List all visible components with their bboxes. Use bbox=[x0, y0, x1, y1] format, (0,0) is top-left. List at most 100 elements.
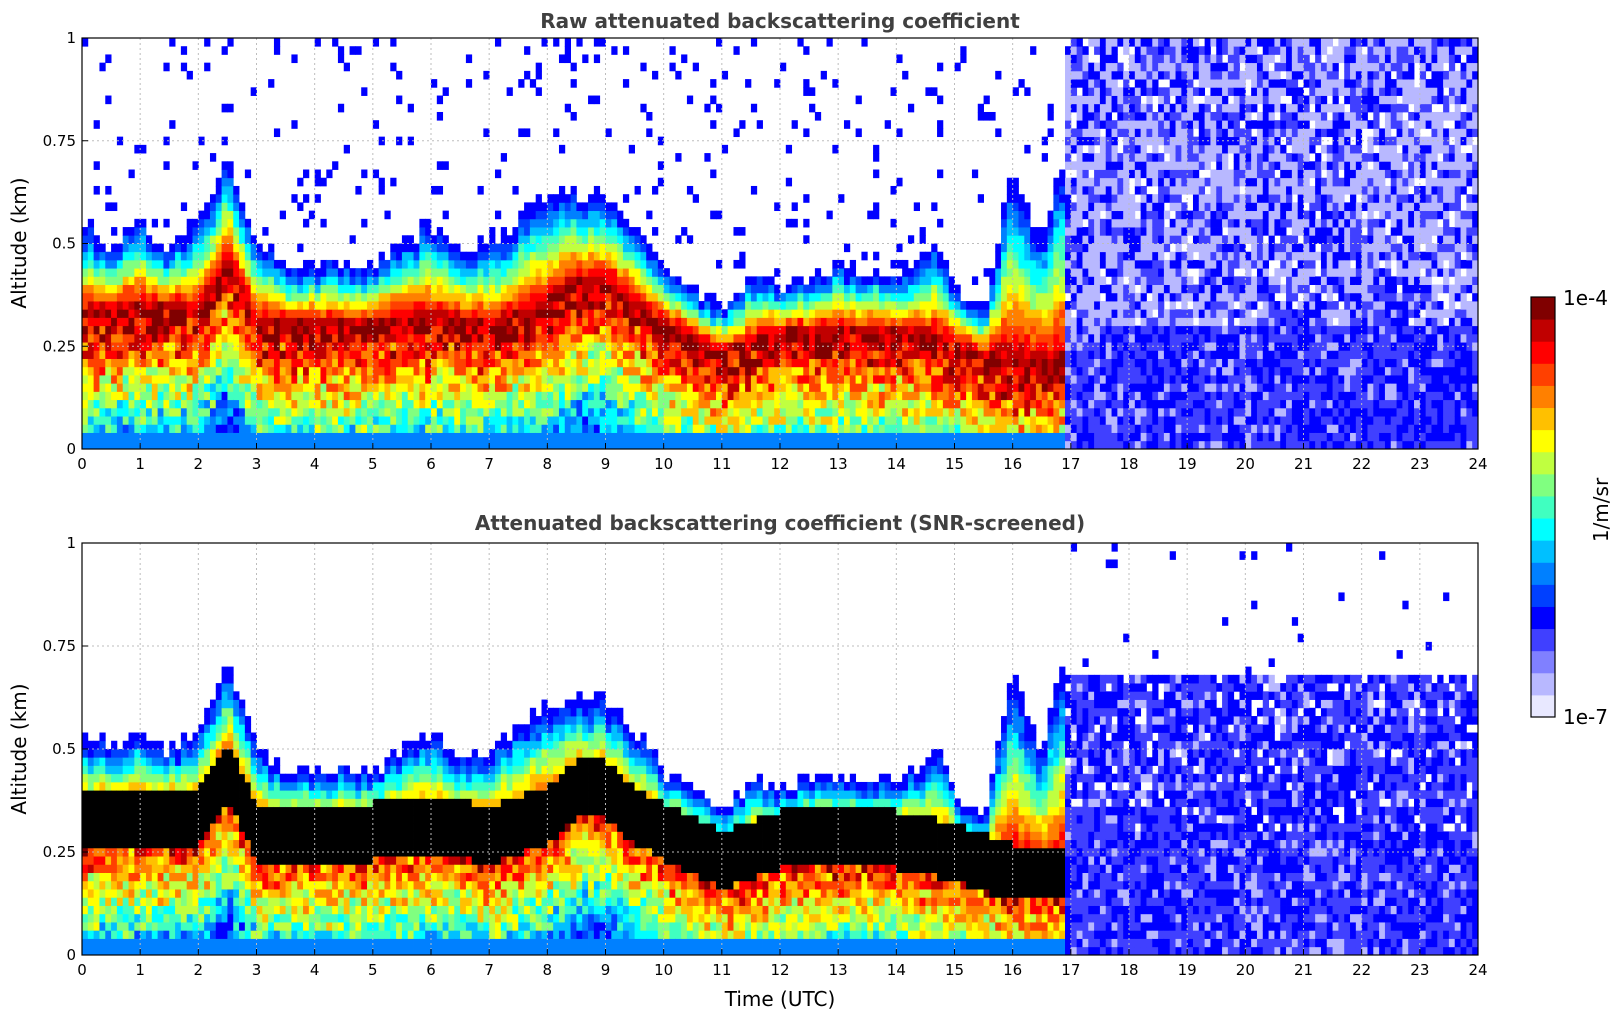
heatmap-cell bbox=[163, 259, 170, 269]
heatmap-cell bbox=[483, 432, 490, 442]
heatmap-cell bbox=[768, 292, 775, 302]
heatmap-cell bbox=[855, 399, 862, 409]
heatmap-cell bbox=[803, 399, 810, 409]
heatmap-cell bbox=[419, 432, 426, 442]
heatmap-cell bbox=[762, 432, 769, 442]
heatmap-cell bbox=[617, 235, 624, 244]
heatmap-cell bbox=[215, 333, 222, 343]
heatmap-cell bbox=[657, 284, 665, 294]
heatmap-cell bbox=[995, 383, 1002, 392]
heatmap-cell bbox=[809, 399, 816, 409]
heatmap-cell bbox=[861, 284, 868, 294]
heatmap-cell bbox=[233, 432, 240, 442]
heatmap-cell bbox=[867, 432, 874, 442]
heatmap-cell bbox=[180, 375, 188, 384]
heatmap-cell bbox=[843, 391, 851, 401]
heatmap-cell bbox=[82, 391, 89, 401]
heatmap-cell bbox=[256, 309, 263, 318]
heatmap-cell bbox=[1001, 325, 1008, 335]
heatmap-cell bbox=[1117, 276, 1124, 285]
heatmap-cell bbox=[93, 268, 100, 277]
heatmap-cell bbox=[436, 268, 444, 277]
heatmap-cell bbox=[1111, 38, 1118, 47]
heatmap-cell bbox=[593, 342, 601, 351]
heatmap-cell bbox=[937, 284, 944, 294]
heatmap-cell bbox=[739, 440, 746, 450]
heatmap-cell bbox=[1076, 301, 1083, 310]
heatmap-cell bbox=[506, 366, 513, 376]
heatmap-cell bbox=[1111, 103, 1118, 113]
heatmap-cell bbox=[1094, 103, 1101, 113]
heatmap-cell bbox=[948, 391, 955, 401]
heatmap-cell bbox=[1041, 407, 1048, 417]
heatmap-cell bbox=[576, 358, 583, 368]
heatmap-cell bbox=[361, 292, 368, 302]
heatmap-cell bbox=[1059, 284, 1066, 294]
heatmap-cell bbox=[1070, 366, 1078, 376]
heatmap-cell bbox=[582, 301, 589, 310]
heatmap-cell bbox=[180, 416, 188, 425]
heatmap-cell bbox=[1041, 136, 1048, 146]
heatmap-cell bbox=[593, 218, 601, 228]
heatmap-cell bbox=[128, 358, 135, 368]
heatmap-cell bbox=[913, 301, 920, 310]
heatmap-cell bbox=[977, 391, 984, 401]
heatmap-cell bbox=[1123, 366, 1130, 376]
heatmap-cell bbox=[372, 309, 380, 318]
heatmap-cell bbox=[1094, 46, 1101, 55]
heatmap-cell bbox=[890, 276, 897, 285]
heatmap-cell bbox=[971, 358, 979, 368]
heatmap-cell bbox=[99, 416, 106, 425]
heatmap-cell bbox=[483, 70, 490, 80]
heatmap-cell bbox=[169, 407, 176, 417]
heatmap-cell bbox=[227, 440, 234, 450]
heatmap-cell bbox=[204, 358, 211, 368]
heatmap-cell bbox=[361, 284, 368, 294]
heatmap-cell bbox=[663, 366, 670, 376]
heatmap-cell bbox=[698, 309, 705, 318]
heatmap-cell bbox=[460, 317, 467, 327]
heatmap-cell bbox=[977, 383, 984, 392]
heatmap-cell bbox=[169, 375, 176, 384]
heatmap-cell bbox=[361, 317, 368, 327]
heatmap-cell bbox=[884, 424, 891, 433]
heatmap-cell bbox=[529, 325, 537, 335]
heatmap-cell bbox=[1053, 366, 1060, 376]
heatmap-cell bbox=[401, 333, 409, 343]
heatmap-cell bbox=[558, 235, 566, 244]
heatmap-cell bbox=[675, 350, 682, 359]
heatmap-cell bbox=[1035, 375, 1043, 384]
heatmap-cell bbox=[413, 424, 420, 433]
heatmap-cell bbox=[570, 194, 577, 203]
heatmap-cell bbox=[396, 243, 403, 253]
heatmap-cell bbox=[983, 432, 990, 442]
heatmap-cell bbox=[1117, 342, 1124, 351]
heatmap-cell bbox=[279, 276, 286, 285]
heatmap-cell bbox=[227, 235, 234, 244]
heatmap-cell bbox=[1001, 440, 1008, 450]
heatmap-cell bbox=[297, 301, 304, 310]
heatmap-cell bbox=[721, 440, 729, 450]
heatmap-cell bbox=[93, 161, 100, 170]
heatmap-cell bbox=[1024, 407, 1031, 417]
heatmap-cell bbox=[273, 399, 281, 409]
heatmap-cell bbox=[390, 383, 397, 392]
heatmap-cell bbox=[192, 317, 199, 327]
heatmap-cell bbox=[297, 432, 304, 442]
heatmap-cell bbox=[814, 432, 822, 442]
heatmap-cell bbox=[268, 243, 275, 253]
heatmap-cell bbox=[186, 383, 193, 392]
heatmap-cell bbox=[989, 399, 996, 409]
heatmap-cell bbox=[634, 284, 641, 294]
heatmap-cell bbox=[413, 407, 420, 417]
heatmap-cell bbox=[716, 366, 723, 376]
heatmap-cell bbox=[948, 317, 955, 327]
heatmap-cell bbox=[622, 383, 630, 392]
heatmap-cell bbox=[134, 301, 141, 310]
heatmap-cell bbox=[954, 424, 961, 433]
heatmap-cell bbox=[233, 292, 240, 302]
heatmap-cell bbox=[756, 366, 763, 376]
heatmap-cell bbox=[896, 375, 903, 384]
heatmap-cell bbox=[611, 268, 618, 277]
heatmap-cell bbox=[1123, 194, 1130, 203]
